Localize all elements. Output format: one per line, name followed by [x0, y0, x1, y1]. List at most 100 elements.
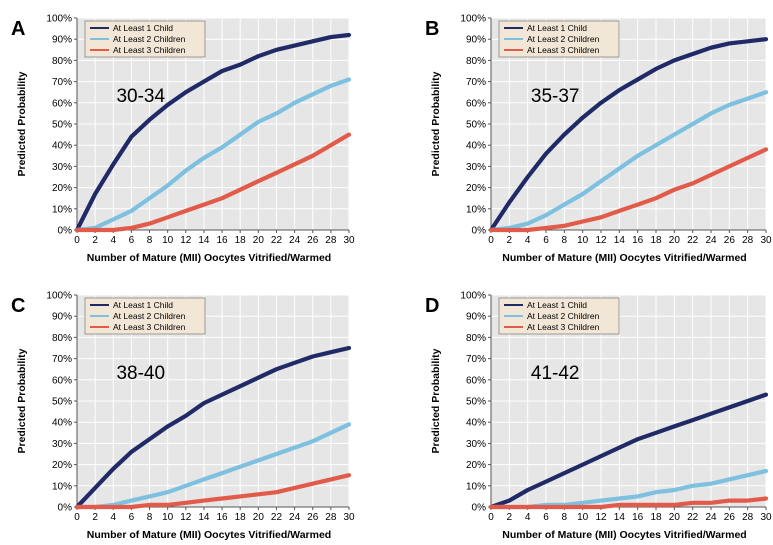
legend-entry: At Least 2 Children — [527, 311, 600, 321]
series-line-2 — [488, 90, 769, 233]
x-tick-label: 22 — [687, 235, 699, 246]
x-tick-label: 20 — [669, 235, 681, 246]
y-tick-label: 30% — [466, 439, 486, 450]
y-tick-label: 90% — [466, 35, 486, 46]
x-tick-label: 16 — [632, 235, 644, 246]
x-tick-label: 4 — [525, 235, 531, 246]
x-tick-label: 24 — [289, 235, 301, 246]
x-tick-label: 26 — [724, 235, 736, 246]
x-tick-label: 8 — [147, 512, 153, 523]
x-tick-label: 30 — [760, 512, 772, 523]
y-tick-label: 40% — [466, 418, 486, 429]
y-axis-title: Predicted Probability — [430, 348, 442, 453]
x-tick-label: 16 — [217, 235, 229, 246]
x-tick-label: 6 — [129, 512, 135, 523]
x-tick-label: 14 — [198, 512, 210, 523]
x-tick-label: 20 — [253, 235, 265, 246]
x-tick-label: 12 — [180, 512, 192, 523]
x-tick-label: 0 — [488, 235, 494, 246]
age-group-label: 38-40 — [116, 363, 165, 384]
x-tick-label: 6 — [129, 235, 135, 246]
y-tick-label: 90% — [52, 312, 72, 323]
x-tick-label: 22 — [687, 512, 699, 523]
x-tick-label: 26 — [724, 512, 736, 523]
y-tick-label: 80% — [52, 56, 72, 67]
x-tick-label: 8 — [562, 512, 568, 523]
y-tick-label: 100% — [460, 14, 486, 25]
x-tick-label: 4 — [110, 512, 116, 523]
x-tick-label: 30 — [343, 512, 355, 523]
series-line-2 — [74, 422, 352, 510]
y-tick-label: 10% — [466, 204, 486, 215]
x-tick-label: 14 — [614, 235, 626, 246]
y-tick-label: 70% — [466, 354, 486, 365]
y-tick-label: 30% — [52, 162, 72, 173]
legend-entry: At Least 3 Children — [113, 322, 186, 332]
chart-panel-d: 0%10%20%30%40%50%60%70%80%90%100%0 2 4 6 8 10… — [425, 291, 772, 542]
y-tick-label: 50% — [466, 397, 486, 408]
y-tick-label: 0% — [472, 226, 487, 237]
x-tick-label: 26 — [307, 235, 319, 246]
x-tick-label: 12 — [180, 235, 192, 246]
x-tick-label: 0 — [488, 512, 494, 523]
x-tick-label: 22 — [271, 235, 283, 246]
legend-entry: At Least 3 Children — [527, 322, 600, 332]
x-tick-label: 30 — [343, 235, 355, 246]
series-line-1 — [488, 37, 769, 233]
y-tick-label: 80% — [466, 333, 486, 344]
y-axis-title: Predicted Probability — [430, 71, 442, 176]
x-tick-label: 14 — [198, 235, 210, 246]
x-tick-label: 30 — [760, 235, 772, 246]
x-tick-label: 6 — [543, 235, 549, 246]
y-tick-label: 40% — [52, 141, 72, 152]
y-tick-label: 50% — [52, 397, 72, 408]
panel-letter: A — [11, 18, 25, 40]
x-axis-title: Number of Mature (MII) Oocytes Vitrified… — [502, 252, 746, 264]
series-line-3 — [74, 132, 352, 233]
y-tick-label: 90% — [52, 35, 72, 46]
y-tick-label: 40% — [52, 418, 72, 429]
y-tick-label: 60% — [52, 98, 72, 109]
panel-letter: B — [425, 18, 439, 40]
age-group-label: 30-34 — [116, 86, 165, 107]
y-tick-label: 90% — [466, 312, 486, 323]
y-tick-label: 20% — [52, 183, 72, 194]
x-tick-label: 28 — [325, 512, 337, 523]
y-tick-label: 70% — [52, 77, 72, 88]
series-line-1 — [488, 392, 769, 510]
x-tick-label: 18 — [650, 235, 662, 246]
legend-entry: At Least 1 Child — [113, 23, 173, 33]
y-tick-label: 50% — [52, 120, 72, 131]
legend-entry: At Least 1 Child — [527, 23, 587, 33]
y-tick-label: 60% — [466, 375, 486, 386]
legend-entry: At Least 3 Children — [527, 45, 600, 55]
x-tick-label: 20 — [253, 512, 265, 523]
x-tick-label: 8 — [147, 235, 153, 246]
y-tick-label: 70% — [466, 77, 486, 88]
y-tick-label: 30% — [52, 439, 72, 450]
x-axis-title: Number of Mature (MII) Oocytes Vitrified… — [87, 252, 331, 264]
y-axis-title: Predicted Probability — [16, 348, 28, 453]
y-tick-label: 0% — [472, 503, 487, 514]
y-tick-label: 40% — [466, 141, 486, 152]
y-tick-label: 30% — [466, 162, 486, 173]
y-tick-label: 20% — [466, 460, 486, 471]
chart-panel-b: 0%10%20%30%40%50%60%70%80%90%100%0 2 4 6 8 10… — [425, 14, 772, 265]
x-tick-label: 10 — [162, 235, 174, 246]
legend-entry: At Least 2 Children — [113, 311, 186, 321]
x-tick-label: 18 — [650, 512, 662, 523]
x-tick-label: 2 — [92, 512, 98, 523]
x-tick-label: 14 — [614, 512, 626, 523]
chart-panel-c: 0%10%20%30%40%50%60%70%80%90%100%0 2 4 6 8 10… — [11, 291, 355, 542]
legend-entry: At Least 2 Children — [113, 34, 186, 44]
x-tick-label: 22 — [271, 512, 283, 523]
y-tick-label: 100% — [46, 14, 72, 25]
legend-entry: At Least 1 Child — [113, 300, 173, 310]
x-tick-label: 10 — [162, 512, 174, 523]
x-tick-label: 2 — [507, 512, 513, 523]
x-tick-label: 24 — [705, 235, 717, 246]
x-tick-label: 24 — [705, 512, 717, 523]
x-tick-label: 0 — [74, 235, 80, 246]
legend-entry: At Least 3 Children — [113, 45, 186, 55]
series-line-2 — [74, 77, 352, 233]
